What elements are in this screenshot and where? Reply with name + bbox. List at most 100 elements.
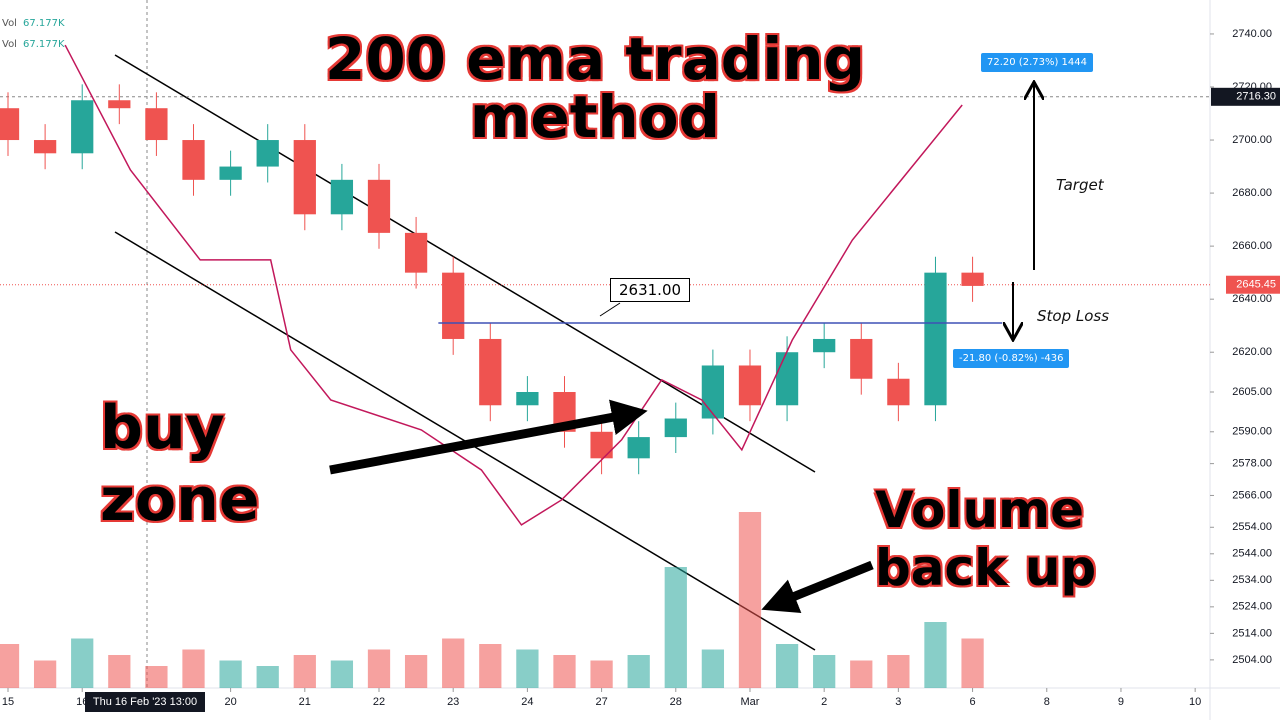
volume-bar bbox=[887, 655, 910, 688]
candle-body bbox=[924, 272, 947, 406]
x-tick-label: 2 bbox=[821, 696, 827, 708]
x-tick-label: Mar bbox=[741, 696, 760, 708]
target-label: Target bbox=[1056, 176, 1104, 194]
ema-line bbox=[64, 44, 963, 526]
candle-body bbox=[367, 179, 391, 233]
candle-body bbox=[664, 418, 687, 438]
crosshair-time-label: Thu 16 Feb '23 13:00 bbox=[93, 696, 197, 708]
y-tick-label: 2578.00 bbox=[1232, 458, 1272, 470]
candle-body bbox=[961, 272, 984, 286]
crosshair-price-label: 2716.30 bbox=[1236, 91, 1276, 103]
volume-bar bbox=[0, 644, 20, 688]
crosshair-time-box bbox=[85, 692, 205, 712]
volume-bar bbox=[961, 638, 984, 688]
x-tick-label: 8 bbox=[1044, 696, 1050, 708]
volume-legend: Vol 67.177K bbox=[2, 18, 65, 29]
x-tick-label: 9 bbox=[1118, 696, 1124, 708]
volume-bar bbox=[256, 666, 279, 688]
candle-body bbox=[33, 140, 57, 154]
candle-body bbox=[738, 365, 762, 406]
title: 200 ema trading method bbox=[324, 25, 866, 151]
x-tick-label: 27 bbox=[595, 696, 607, 708]
x-tick-label: 24 bbox=[521, 696, 533, 708]
channel-upper bbox=[114, 54, 816, 473]
volume-bar bbox=[701, 649, 725, 688]
volume-bar bbox=[516, 649, 539, 688]
x-tick-label: 20 bbox=[224, 696, 236, 708]
target-measure: 72.20 (2.73%) 1444 bbox=[981, 53, 1094, 72]
volume-label: Volume back up bbox=[875, 481, 1097, 597]
last-price-label: 2645.45 bbox=[1236, 279, 1276, 291]
y-tick-label: 2554.00 bbox=[1232, 521, 1272, 533]
candle-body bbox=[701, 365, 725, 419]
y-tick-label: 2740.00 bbox=[1232, 28, 1272, 40]
y-tick-label: 2566.00 bbox=[1232, 489, 1272, 501]
volume-bar bbox=[813, 655, 836, 688]
volume-bar bbox=[553, 655, 576, 688]
volume-bar bbox=[330, 660, 354, 688]
volume-bar bbox=[33, 660, 57, 688]
vol-value: 67.177K bbox=[22, 39, 65, 50]
vol-value: 67.177K bbox=[22, 18, 65, 29]
vol-label: Vol bbox=[2, 18, 17, 29]
volume-bar bbox=[775, 644, 799, 688]
volume-bar bbox=[219, 660, 242, 688]
candle-body bbox=[775, 352, 799, 406]
volume-bar bbox=[664, 567, 687, 688]
volume-bar bbox=[404, 655, 428, 688]
candle-body bbox=[516, 392, 539, 406]
volume-bar bbox=[627, 655, 650, 688]
y-tick-label: 2680.00 bbox=[1232, 187, 1272, 199]
x-tick-label: 15 bbox=[2, 696, 14, 708]
volume-bar bbox=[71, 638, 94, 688]
candle-body bbox=[850, 338, 873, 379]
volume-bar bbox=[738, 512, 762, 688]
level-label: 2631.00 bbox=[610, 278, 691, 302]
buy-arrow bbox=[329, 399, 648, 475]
candle-body bbox=[108, 100, 131, 109]
candle-body bbox=[404, 232, 428, 273]
candle-body bbox=[256, 140, 279, 167]
volume-bar bbox=[145, 666, 168, 688]
candle-body bbox=[330, 179, 354, 215]
stop-loss-label: Stop Loss bbox=[1037, 307, 1110, 325]
y-tick-label: 2514.00 bbox=[1232, 627, 1272, 639]
candle-body bbox=[813, 338, 836, 353]
x-tick-label: 21 bbox=[299, 696, 311, 708]
marks: 2740.002720.002700.002680.002660.002640.… bbox=[0, 28, 1280, 708]
stop-measure: -21.80 (-0.82%) -436 bbox=[953, 349, 1070, 368]
candle-body bbox=[71, 100, 94, 154]
y-tick-label: 2605.00 bbox=[1232, 386, 1272, 398]
volume-bar bbox=[182, 649, 205, 688]
volume-bar bbox=[293, 655, 316, 688]
candle-body bbox=[219, 166, 242, 180]
volume-bar bbox=[108, 655, 131, 688]
volume-bar bbox=[590, 660, 613, 688]
y-tick-label: 2620.00 bbox=[1232, 346, 1272, 358]
candle-body bbox=[887, 378, 910, 406]
y-tick-label: 2640.00 bbox=[1232, 293, 1272, 305]
last-price-box bbox=[1226, 275, 1280, 294]
x-tick-label: 6 bbox=[970, 696, 976, 708]
volume-bar bbox=[850, 660, 873, 688]
candle-body bbox=[442, 272, 465, 339]
candle-body bbox=[145, 108, 168, 141]
volume-bar bbox=[924, 622, 947, 688]
y-tick-label: 2590.00 bbox=[1232, 426, 1272, 438]
y-tick-label: 2700.00 bbox=[1232, 134, 1272, 146]
candle-body bbox=[627, 437, 650, 459]
x-tick-label: 22 bbox=[373, 696, 385, 708]
volume-arrow bbox=[761, 560, 874, 613]
y-tick-label: 2524.00 bbox=[1232, 601, 1272, 613]
volume-bar bbox=[442, 638, 465, 688]
x-tick-label: 3 bbox=[895, 696, 901, 708]
candle-body bbox=[182, 140, 205, 180]
x-tick-label: 28 bbox=[670, 696, 682, 708]
y-tick-label: 2660.00 bbox=[1232, 240, 1272, 252]
buy-zone-label: buy zone bbox=[100, 393, 260, 535]
vol-label: Vol bbox=[2, 39, 17, 50]
y-tick-label: 2534.00 bbox=[1232, 574, 1272, 586]
candle-body bbox=[0, 108, 20, 141]
